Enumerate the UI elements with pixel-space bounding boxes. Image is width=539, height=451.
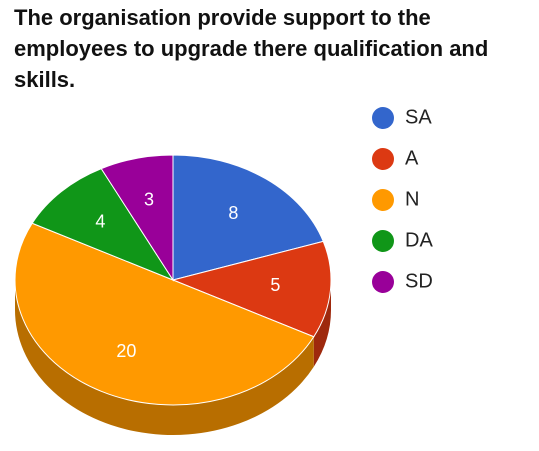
slice-side bbox=[313, 280, 331, 367]
legend-label: N bbox=[405, 188, 419, 210]
data-label: 3 bbox=[144, 190, 154, 210]
legend-marker bbox=[372, 271, 394, 293]
legend-marker bbox=[372, 230, 394, 252]
data-label: 8 bbox=[228, 203, 238, 223]
legend-marker bbox=[372, 148, 394, 170]
slice bbox=[172, 154, 324, 281]
slice-side bbox=[15, 280, 314, 436]
chart-title: The organisation provide support to the … bbox=[14, 5, 489, 92]
data-label: 4 bbox=[95, 211, 105, 231]
slice bbox=[171, 240, 332, 338]
legend-marker bbox=[372, 107, 394, 129]
data-label: 20 bbox=[116, 341, 136, 361]
slice bbox=[31, 168, 175, 282]
slice bbox=[14, 222, 315, 406]
legend-label: A bbox=[405, 147, 419, 169]
legend-label: SA bbox=[405, 106, 432, 128]
legend-marker bbox=[372, 189, 394, 211]
legend-label: SD bbox=[405, 270, 433, 292]
data-label: 5 bbox=[270, 275, 280, 295]
legend-label: DA bbox=[405, 229, 433, 251]
slice bbox=[100, 154, 174, 282]
